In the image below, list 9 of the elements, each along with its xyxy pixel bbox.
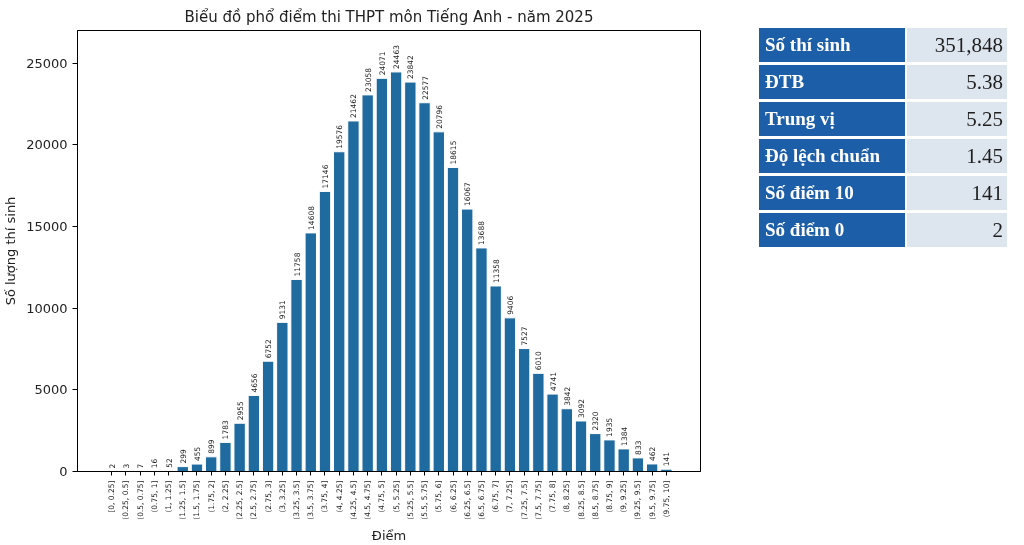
y-tick-label: 25000 <box>26 55 68 71</box>
chart-title: Biểu đồ phổ điểm thi THPT môn Tiếng Anh - năm 2025 <box>184 7 594 26</box>
y-tick-label: 20000 <box>26 137 68 153</box>
y-tick-label: 15000 <box>26 219 68 234</box>
y-tick-label: 10000 <box>26 300 68 316</box>
y-tick-label: 5000 <box>34 382 68 398</box>
x-axis-title: Điểm <box>371 527 407 543</box>
y-axis-title: Số lượng thí sinh <box>3 196 19 306</box>
y-tick-label: 0 <box>59 464 68 479</box>
